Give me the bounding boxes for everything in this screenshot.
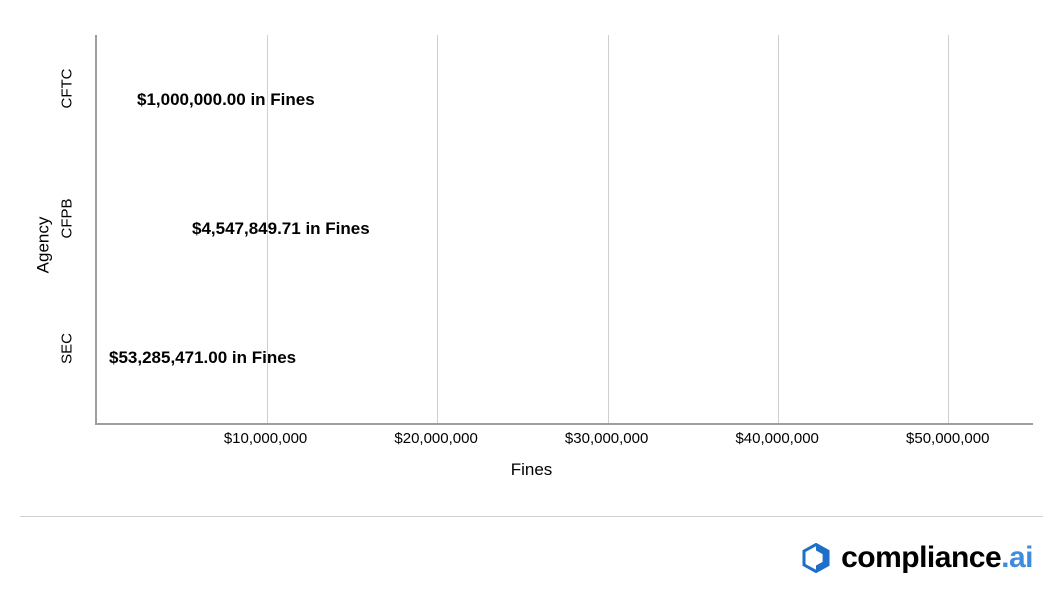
x-tick: $30,000,000 — [565, 430, 648, 447]
gridline — [948, 35, 949, 423]
brand-logo: compliance.ai — [801, 541, 1033, 575]
x-tick: $10,000,000 — [224, 430, 307, 447]
fines-chart: Agency CFTC CFPB SEC $1,000,000.00 in Fi… — [20, 20, 1043, 470]
x-tick: $50,000,000 — [906, 430, 989, 447]
brand-name: compliance — [841, 541, 1001, 574]
x-axis-title: Fines — [511, 460, 553, 480]
bar-label-sec: $53,285,471.00 in Fines — [109, 348, 296, 368]
y-label-sec: SEC — [59, 319, 76, 379]
x-tick: $40,000,000 — [735, 430, 818, 447]
y-label-cfpb: CFPB — [59, 189, 76, 249]
gridline — [437, 35, 438, 423]
x-tick: $20,000,000 — [394, 430, 477, 447]
plot-area: $1,000,000.00 in Fines $4,547,849.71 in … — [95, 35, 1033, 425]
y-axis-labels: CFTC CFPB SEC — [48, 35, 86, 425]
gridline — [778, 35, 779, 423]
x-axis-ticks: $10,000,000 $20,000,000 $30,000,000 $40,… — [95, 430, 1033, 452]
brand-text: compliance.ai — [841, 541, 1033, 575]
compliance-icon — [801, 543, 831, 573]
footer-divider — [20, 516, 1043, 517]
bar-label-cftc: $1,000,000.00 in Fines — [137, 90, 315, 110]
y-label-cftc: CFTC — [59, 59, 76, 119]
bar-label-cfpb: $4,547,849.71 in Fines — [192, 219, 370, 239]
gridline — [608, 35, 609, 423]
brand-suffix: .ai — [1001, 541, 1033, 574]
